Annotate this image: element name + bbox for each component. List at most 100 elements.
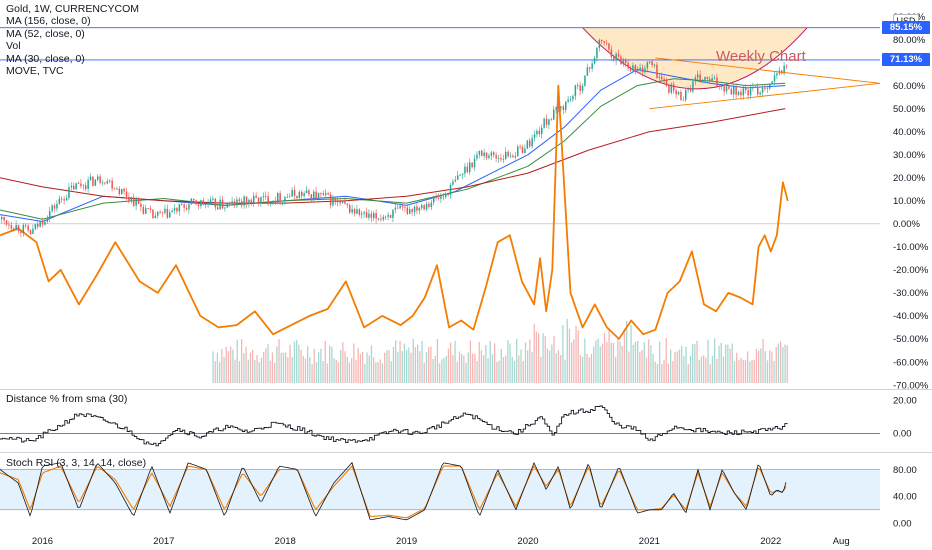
price-candle bbox=[514, 152, 517, 160]
price-candle bbox=[89, 173, 92, 181]
volume-bar bbox=[513, 360, 516, 383]
price-candle bbox=[773, 72, 776, 86]
price-tag-85: 85.15% bbox=[882, 21, 930, 35]
volume-bar bbox=[705, 357, 707, 383]
price-candle bbox=[634, 64, 637, 75]
price-candle bbox=[483, 148, 485, 160]
volume-bar bbox=[604, 332, 606, 383]
legend-vol[interactable]: Vol bbox=[6, 40, 21, 53]
price-candle bbox=[526, 139, 529, 149]
price-candle bbox=[557, 103, 560, 113]
price-candle bbox=[742, 86, 745, 100]
price-candle bbox=[591, 60, 593, 73]
price-candle bbox=[373, 210, 375, 221]
price-candle bbox=[733, 83, 735, 99]
volume-bar bbox=[219, 362, 221, 383]
price-candle bbox=[385, 215, 387, 221]
volume-bar bbox=[425, 352, 428, 383]
volume-bar bbox=[258, 362, 260, 383]
legend-ma156[interactable]: MA (156, close, 0) bbox=[6, 15, 91, 28]
volume-bar bbox=[694, 344, 696, 383]
price-candle bbox=[428, 201, 430, 209]
volume-bar bbox=[681, 346, 683, 383]
price-candle bbox=[639, 63, 641, 74]
volume-bar bbox=[476, 360, 478, 383]
price-candle bbox=[80, 179, 82, 189]
volume-bar bbox=[716, 358, 718, 383]
price-candle bbox=[1, 214, 3, 224]
price-candle bbox=[593, 55, 596, 65]
volume-bar bbox=[683, 356, 685, 383]
volume-bar bbox=[511, 357, 513, 383]
price-candle bbox=[13, 227, 15, 232]
volume-bar bbox=[351, 358, 353, 383]
volume-bar bbox=[223, 356, 225, 383]
volume-bar bbox=[333, 358, 335, 383]
volume-bar bbox=[722, 356, 725, 383]
price-candle bbox=[277, 191, 279, 203]
volume-bar bbox=[469, 340, 472, 383]
x-tick-label: 2020 bbox=[517, 536, 538, 547]
price-candle bbox=[728, 86, 730, 90]
volume-bar bbox=[656, 363, 659, 383]
legend-move[interactable]: MOVE, TVC bbox=[6, 64, 64, 77]
volume-bar bbox=[524, 342, 527, 383]
legend-symbol[interactable]: Gold, 1W, CURRENCYCOM bbox=[6, 3, 140, 15]
volume-bar bbox=[480, 350, 483, 383]
volume-bar bbox=[221, 348, 223, 383]
volume-bar bbox=[441, 359, 443, 383]
price-candle bbox=[77, 181, 80, 185]
volume-bar bbox=[685, 346, 687, 383]
volume-bar bbox=[390, 361, 392, 383]
price-candle bbox=[761, 85, 764, 97]
volume-bar bbox=[265, 348, 267, 383]
price-candle bbox=[497, 154, 500, 164]
volume-bar bbox=[502, 357, 505, 383]
volume-bar bbox=[619, 341, 621, 383]
volume-bar bbox=[560, 355, 562, 383]
price-candle bbox=[629, 65, 632, 73]
price-candle bbox=[723, 83, 725, 96]
volume-bar bbox=[348, 362, 351, 383]
price-candle bbox=[159, 209, 161, 215]
price-candle bbox=[447, 192, 449, 197]
price-candle bbox=[478, 150, 481, 159]
price-candle bbox=[569, 95, 572, 102]
volume-bar bbox=[320, 348, 322, 383]
price-candle bbox=[329, 192, 332, 209]
volume-bar bbox=[432, 359, 434, 383]
volume-bar bbox=[601, 343, 604, 383]
price-candle bbox=[572, 94, 574, 102]
volume-bar bbox=[626, 320, 628, 383]
cup-pattern-layer bbox=[582, 27, 808, 90]
volume-bar bbox=[344, 351, 346, 383]
volume-bar bbox=[645, 357, 648, 383]
volume-bar bbox=[663, 359, 665, 383]
volume-bar bbox=[214, 361, 216, 383]
volume-bar bbox=[357, 347, 359, 383]
volume-bar bbox=[529, 339, 531, 383]
volume-bar bbox=[494, 343, 496, 383]
volume-bar bbox=[362, 351, 364, 383]
legend-ma30[interactable]: MA (30, close, 0) bbox=[6, 52, 85, 65]
price-candle bbox=[149, 205, 152, 213]
volume-bar bbox=[531, 352, 533, 383]
volume-bar bbox=[758, 350, 760, 383]
distance-pane-title[interactable]: Distance % from sma (30) bbox=[6, 393, 128, 405]
price-candle bbox=[20, 230, 22, 238]
price-candle bbox=[778, 66, 781, 76]
price-candle bbox=[550, 117, 553, 121]
volume-bar bbox=[452, 355, 454, 383]
legend-ma52[interactable]: MA (52, close, 0) bbox=[6, 27, 85, 40]
price-candle bbox=[495, 152, 497, 163]
volume-bar bbox=[549, 350, 551, 383]
y-tick-label: -20.00% bbox=[893, 265, 929, 276]
volume-bar bbox=[623, 328, 626, 383]
stoch-pane-title[interactable]: Stoch RSI (3, 3, 14, 14, close) bbox=[6, 457, 147, 469]
distance-tick-label: 0.00 bbox=[893, 429, 912, 440]
price-candle bbox=[421, 203, 423, 211]
volume-bar bbox=[276, 346, 278, 383]
price-candle bbox=[517, 144, 519, 157]
volume-bar bbox=[397, 352, 399, 383]
volume-bar bbox=[632, 344, 634, 383]
